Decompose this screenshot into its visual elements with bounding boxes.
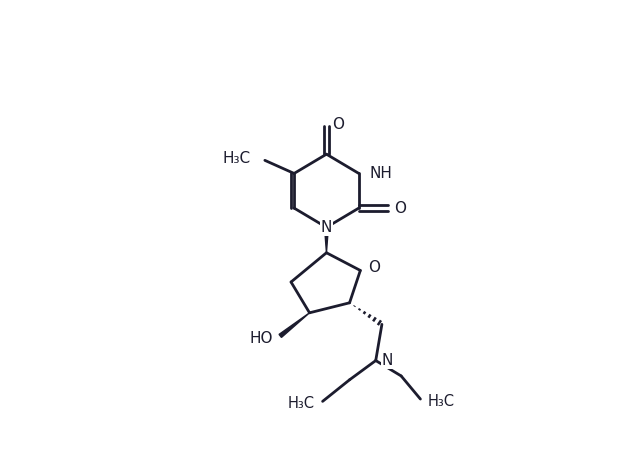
Text: O: O — [333, 117, 344, 132]
Text: H₃C: H₃C — [428, 394, 455, 409]
Text: O: O — [394, 201, 406, 216]
Text: HO: HO — [249, 331, 273, 346]
Text: N: N — [382, 353, 393, 368]
Text: N: N — [321, 220, 332, 235]
Polygon shape — [279, 313, 310, 337]
Text: NH: NH — [369, 166, 392, 181]
Text: O: O — [368, 260, 380, 275]
Text: H₃C: H₃C — [223, 151, 251, 166]
Text: H₃C: H₃C — [288, 396, 315, 411]
Polygon shape — [324, 227, 328, 253]
